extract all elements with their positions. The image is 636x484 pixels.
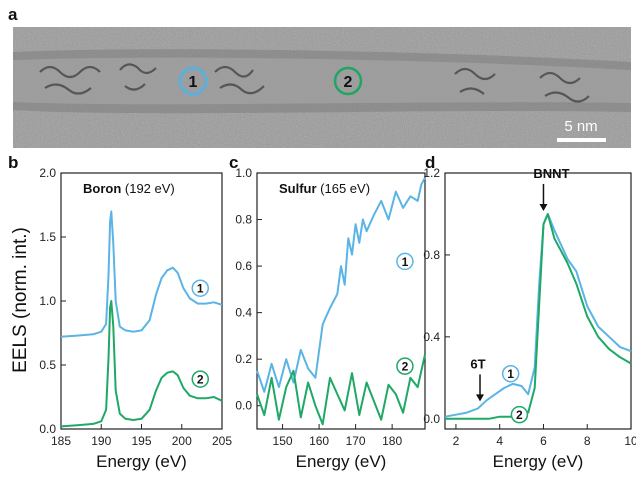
y-tick-label: 0.2 [235,352,252,366]
series-1-marker-circle [501,364,520,383]
y-tick-label: 0.6 [235,259,252,273]
series-2-marker-label: 2 [197,373,204,387]
chart-title-energy: (165 eV) [317,181,370,196]
y-tick-label: 0.4 [423,330,440,344]
marker-2-circle [333,66,363,96]
x-tick-label: 180 [382,434,402,448]
series-1-line [444,213,632,418]
series-2-marker-circle [396,357,414,375]
annotation-arrow-head [476,394,485,402]
nanotube-inner-channel [13,57,631,105]
x-tick-label: 160 [309,434,329,448]
x-tick-label: 185 [51,434,71,448]
y-tick-label: 1.0 [235,166,252,180]
x-tick-label: 195 [131,434,151,448]
x-tick-label: 205 [212,434,232,448]
y-tick-label: 0.8 [423,248,440,262]
chart-title: Boron (192 eV) [83,181,175,196]
x-tick-label: 150 [273,434,293,448]
annotation-arrow-head [539,203,548,211]
y-tick-label: 0.0 [235,399,252,413]
x-tick-label: 190 [91,434,111,448]
panel-label-c: c [229,153,238,172]
x-tick-label: 8 [584,434,591,448]
series-2-marker-label: 2 [516,408,523,422]
x-tick-label: 170 [346,434,366,448]
y-tick-label: 0.8 [235,213,252,227]
series-2-marker-circle [510,405,529,424]
x-axis-label: Energy (eV) [96,452,187,471]
chart-c: 150 160 170 180 0.0 0.2 0.4 0.6 0.8 1.0 Energy (eV… [235,166,426,471]
annotation-label: BNNT [533,166,569,181]
plot-frame [444,172,632,430]
series-2-line [445,213,632,420]
series-1-line [60,210,223,338]
series-1-marker-circle [191,279,210,297]
x-tick-label: 200 [172,434,192,448]
x-axis-label: Energy (eV) [493,452,584,471]
marker-1-circle [178,66,208,96]
y-tick-label: 0.0 [423,412,440,426]
plot-frame [256,172,426,430]
series-2-line [60,300,223,428]
series-2-line [256,354,426,426]
y-tick-label: 0.4 [235,306,252,320]
series-2-marker-circle [191,370,210,388]
annotation-label: 6T [470,356,485,371]
shared-ylabel: EELS (norm. int.) [10,227,31,373]
charts: 185 190 195 200 205 0.0 0.5 1.0 1.5 2.0 Energy (eV… [39,166,636,471]
y-tick-label: 1.2 [423,166,440,180]
chart-title-element: Boron [83,181,121,196]
marker-2-label: 2 [344,74,353,91]
series-1-marker-label: 1 [197,282,204,296]
y-tick-label: 1.0 [39,294,56,308]
scale-bar [557,138,606,142]
series-1-marker-label: 1 [507,367,514,381]
chart-title-energy: (192 eV) [121,181,174,196]
panel-label-a: a [8,5,18,24]
scale-bar-label: 5 nm [564,118,597,135]
plot-frame [60,172,223,430]
x-tick-label: 2 [453,434,460,448]
x-tick-label: 4 [496,434,503,448]
y-tick-label: 0.0 [39,422,56,436]
x-tick-label: 10 [624,434,636,448]
y-tick-label: 0.5 [39,358,56,372]
chart-b: 185 190 195 200 205 0.0 0.5 1.0 1.5 2.0 Energy (eV… [39,166,232,471]
panel-label-b: b [8,153,18,172]
chart-title: Sulfur (165 eV) [279,181,370,196]
panel-label-d: d [425,153,435,172]
series-1-marker-label: 1 [402,255,409,269]
micrograph: 1 2 5 nm [13,27,631,148]
y-tick-label: 1.5 [39,230,56,244]
series-1-marker-circle [396,252,414,271]
y-tick-label: 2.0 [39,166,56,180]
x-axis-label: Energy (eV) [296,452,387,471]
x-tick-label: 6 [540,434,547,448]
encapsulated-molecules [39,63,590,103]
marker-1-label: 1 [189,74,198,91]
chart-title-element: Sulfur [279,181,317,196]
series-2-marker-label: 2 [402,360,409,374]
